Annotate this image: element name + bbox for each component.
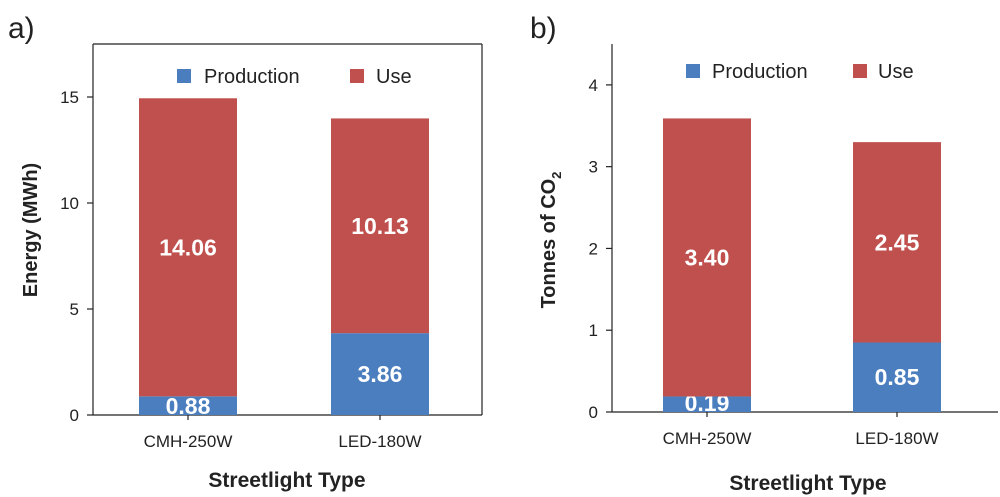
panel-a-plot: 0 5 10 15 CMH-250W LED-180W 0.88 14.06 3.86 10.13… xyxy=(60,43,483,451)
panel-b-x-tick-label: CMH-250W xyxy=(663,429,752,448)
panel-b-y-tick-label: 4 xyxy=(589,76,598,95)
panel-b-y-tick-label: 2 xyxy=(589,239,598,258)
panel-a-y-tick-label: 10 xyxy=(60,194,79,213)
panel-b-bar-production-2 xyxy=(853,342,941,412)
panel-a-x-tick-label: CMH-250W xyxy=(144,432,233,451)
panel-b-y-axis-title-main: Tonnes of CO xyxy=(538,179,560,309)
panel-b-y-axis-title: Tonnes of CO2 xyxy=(538,172,564,309)
panel-b-x-tick-label: LED-180W xyxy=(855,429,938,448)
panel-a-y-tick-label: 0 xyxy=(70,406,79,425)
panel-b-legend-swatch-use xyxy=(853,64,867,78)
panel-b-legend-swatch-production xyxy=(686,64,700,78)
panel-b-legend-label-production: Production xyxy=(712,61,808,83)
panel-b-y-tick-label: 1 xyxy=(589,321,598,340)
panel-a-legend-label-production: Production xyxy=(204,66,300,88)
panel-b-y-axis-title-subscript: 2 xyxy=(549,172,564,179)
panel-b-y-tick-label: 0 xyxy=(589,403,598,422)
panel-a-data-label-use-2: 10.13 xyxy=(351,213,409,239)
panel-a-legend-swatch-production xyxy=(177,69,191,83)
panel-a-data-label-production-1: 0.88 xyxy=(166,393,211,419)
panel-a-bar-production-2 xyxy=(331,333,429,415)
panel-a-y-tick-label: 15 xyxy=(60,88,79,107)
panel-a-data-label-use-1: 14.06 xyxy=(159,234,217,260)
panel-b-label: b) xyxy=(530,12,557,45)
panel-a-bar-use-1 xyxy=(139,98,237,397)
panel-a-x-axis-title: Streetlight Type xyxy=(208,469,365,492)
panel-b-x-axis-title: Streetlight Type xyxy=(729,472,886,495)
panel-b-y-tick-label: 3 xyxy=(589,158,598,177)
panel-a-data-label-production-2: 3.86 xyxy=(358,361,403,387)
panel-a-legend-label-use: Use xyxy=(376,66,412,88)
panel-b-legend-label-use: Use xyxy=(878,61,914,83)
panel-a-bar-use-2 xyxy=(331,118,429,334)
panel-a-bar-production-1 xyxy=(139,396,237,415)
panel-a-label: a) xyxy=(8,12,35,45)
panel-b-data-label-use-2: 2.45 xyxy=(875,229,920,255)
panel-a-x-tick-label: LED-180W xyxy=(338,432,421,451)
panel-b-data-label-use-1: 3.40 xyxy=(685,244,730,270)
panel-a-y-axis-title: Energy (MWh) xyxy=(20,163,42,297)
panel-b-bar-use-2 xyxy=(853,142,941,343)
panel-a-legend-swatch-use xyxy=(350,69,364,83)
panel-b-bar-use-1 xyxy=(663,118,751,397)
panel-b-data-label-production-2: 0.85 xyxy=(875,364,920,390)
panel-b-bar-production-1 xyxy=(663,396,751,412)
panel-a-y-tick-label: 5 xyxy=(70,300,79,319)
